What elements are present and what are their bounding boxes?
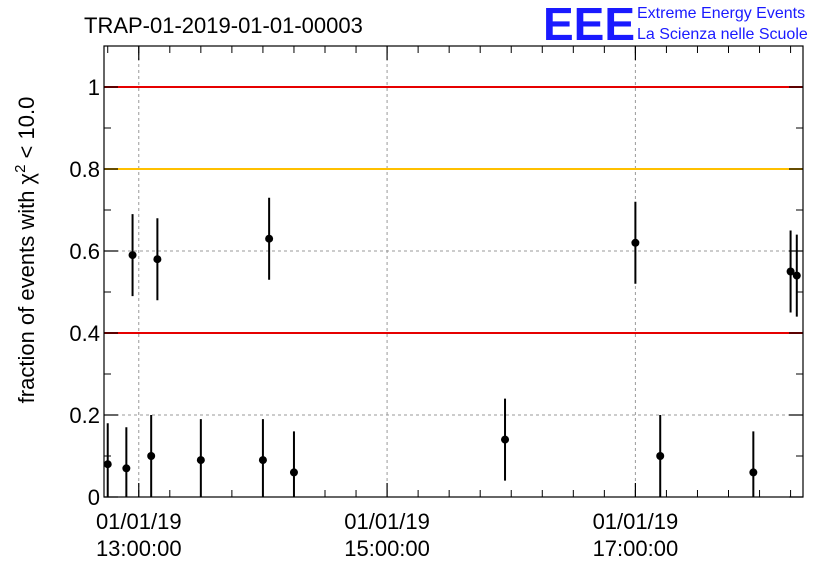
y-tick-label: 0.8	[69, 157, 100, 182]
data-point	[656, 452, 665, 460]
data-point	[103, 460, 112, 469]
data-point	[196, 456, 205, 465]
x-tick-date: 01/01/19	[344, 509, 430, 534]
y-axis-label-suffix: < 10.0	[14, 97, 39, 165]
data-point	[786, 267, 795, 276]
y-tick-label: 0.6	[69, 239, 100, 264]
y-tick-label: 0.4	[69, 321, 100, 346]
axes: 00.20.40.60.8101/01/1913:00:0001/01/1915…	[69, 45, 803, 561]
grid	[104, 46, 803, 497]
data-point	[792, 271, 801, 280]
y-tick-label: 1	[88, 75, 100, 100]
y-axis-label: fraction of events with χ2 < 10.0	[12, 97, 39, 404]
y-tick-label: 0.2	[69, 403, 100, 428]
x-tick-date: 01/01/19	[593, 509, 679, 534]
y-axis-label-prefix: fraction of events with χ	[14, 172, 39, 403]
data-point	[265, 234, 274, 243]
chart-title: TRAP-01-2019-01-01-00003	[84, 13, 363, 38]
x-tick-time: 13:00:00	[96, 536, 182, 561]
data-point	[128, 251, 137, 260]
data-point	[153, 255, 162, 264]
data-point	[258, 456, 267, 465]
data-point	[147, 452, 156, 460]
y-axis-label-superscript: 2	[12, 165, 29, 173]
eee-logo-line2: La Scienza nelle Scuole	[637, 26, 808, 43]
data-point	[749, 468, 758, 477]
eee-logo-line1: Extreme Energy Events	[637, 5, 805, 22]
eee-logo-mark: EEE	[543, 0, 635, 50]
data-point	[122, 464, 131, 473]
data-points	[103, 197, 801, 497]
eee-logo: EEE Extreme Energy Events La Scienza nel…	[543, 0, 808, 50]
data-point	[631, 238, 640, 247]
plot-frame	[103, 45, 804, 498]
x-tick-time: 17:00:00	[593, 536, 679, 561]
data-point	[289, 468, 298, 477]
x-tick-time: 15:00:00	[344, 536, 430, 561]
x-tick-date: 01/01/19	[96, 509, 182, 534]
y-tick-label: 0	[88, 485, 100, 510]
data-point	[501, 435, 510, 444]
reference-lines	[104, 86, 803, 334]
